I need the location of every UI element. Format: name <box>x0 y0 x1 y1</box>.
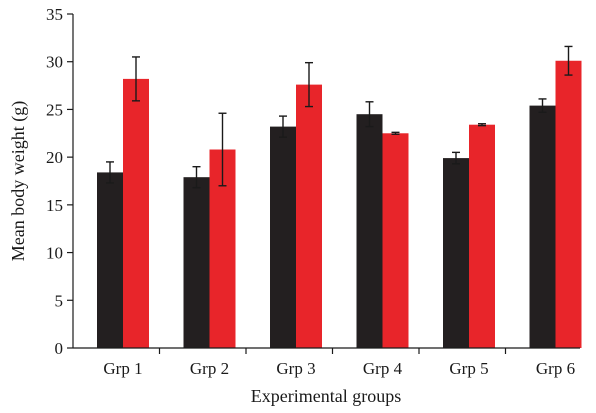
bar-series-1 <box>443 158 469 348</box>
x-tick-label: Grp 3 <box>276 359 315 378</box>
y-tick-label: 0 <box>55 339 64 358</box>
bar-series-1 <box>529 105 556 349</box>
error-bars-layer <box>106 45 573 189</box>
y-tick-label: 20 <box>46 148 63 167</box>
bar-series-2 <box>555 60 582 348</box>
y-tick-label: 15 <box>46 196 63 215</box>
y-axis-ticks: 0 5 10 15 20 25 30 35 <box>46 5 73 358</box>
bar-series-1 <box>97 172 123 348</box>
bar-series-2 <box>123 78 149 349</box>
x-tick-label: Grp 4 <box>363 359 403 378</box>
bars-layer <box>97 60 582 349</box>
bar-series-2 <box>382 133 409 348</box>
x-tick-label: Grp 1 <box>103 359 142 378</box>
y-tick-label: 5 <box>55 291 64 310</box>
bar-series-2 <box>296 84 322 349</box>
x-tick-label: Grp 6 <box>536 359 575 378</box>
x-tick-label: Grp 5 <box>449 359 488 378</box>
bar-series-2 <box>469 124 495 348</box>
x-tick-label: Grp 2 <box>190 359 229 378</box>
x-axis-title: Experimental groups <box>251 386 401 406</box>
x-axis-ticks: Grp 1 Grp 2 Grp 3 Grp 4 Grp 5 Grp 6 <box>103 348 575 378</box>
bar-series-1 <box>356 114 383 348</box>
y-tick-label: 10 <box>46 244 63 263</box>
y-tick-label: 25 <box>46 100 63 119</box>
bar-series-1 <box>183 177 210 348</box>
y-tick-label: 30 <box>46 53 63 72</box>
bar-series-1 <box>270 126 296 348</box>
y-tick-label: 35 <box>46 5 63 24</box>
y-axis-title: Mean body weight (g) <box>8 101 29 261</box>
